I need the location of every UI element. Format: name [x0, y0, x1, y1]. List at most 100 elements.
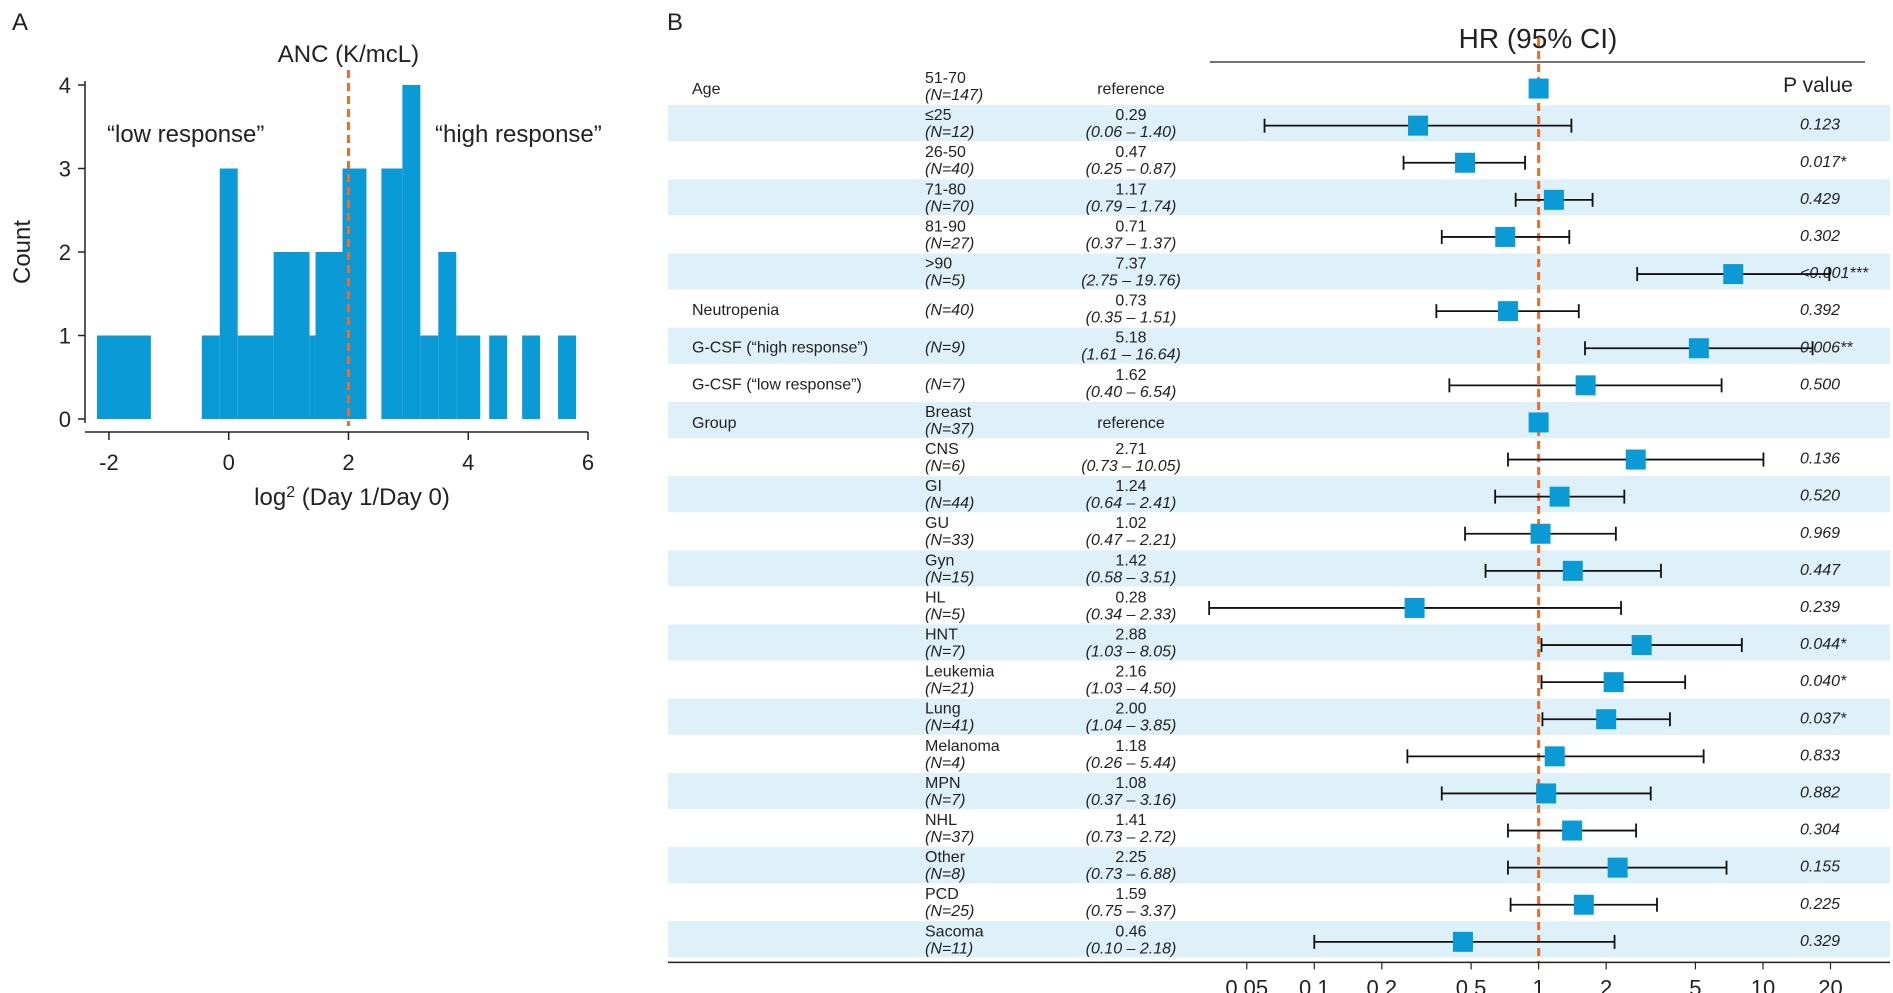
row-ci-text: (0.73 – 10.05)	[1081, 458, 1181, 475]
chart-title: ANC (K/mcL)	[278, 41, 419, 68]
row-hr-text: 1.17	[1115, 181, 1146, 198]
row-ci-text: (0.64 – 2.41)	[1086, 495, 1177, 512]
row-n: (N=27)	[925, 235, 974, 252]
y-tick-label: 1	[59, 324, 71, 349]
row-band	[668, 921, 1890, 958]
hr-point	[1528, 78, 1549, 99]
hr-point	[1596, 709, 1617, 730]
row-hr-text: 0.71	[1115, 218, 1146, 235]
row-n: (N=147)	[925, 87, 983, 104]
hr-point	[1543, 189, 1564, 210]
row-n: (N=7)	[925, 376, 965, 393]
row-p-value: 0.017*	[1800, 154, 1847, 171]
row-n: (N=9)	[925, 339, 965, 356]
row-band	[668, 476, 1890, 513]
row-n: (N=5)	[925, 273, 965, 290]
row-ci-text: (0.26 – 5.44)	[1086, 755, 1177, 772]
row-p-value: 0.882	[1800, 784, 1840, 801]
histogram-bar	[402, 85, 421, 419]
row-variable: G-CSF (“low response”)	[692, 376, 862, 393]
hr-point	[1452, 931, 1473, 952]
row-group: MPN	[925, 775, 961, 792]
row-variable: Age	[692, 81, 721, 98]
pvalue-header: P value	[1783, 74, 1853, 97]
row-ci-text: (0.40 – 6.54)	[1086, 384, 1177, 401]
row-group: Breast	[925, 404, 972, 421]
row-hr-text: 0.47	[1115, 144, 1146, 161]
hr-point	[1562, 560, 1583, 581]
x-tick-label: 0.1	[1299, 975, 1330, 993]
histogram-bar	[420, 335, 439, 419]
row-n: (N=12)	[925, 124, 974, 141]
row-band	[668, 179, 1890, 216]
x-tick-label: 10	[1751, 975, 1775, 993]
histogram-bar	[438, 252, 457, 419]
row-hr-text: 1.41	[1115, 812, 1146, 829]
annotation-high-response: “high response”	[435, 121, 602, 148]
row-p-value: 0.155	[1800, 859, 1840, 876]
row-group: ≤25	[925, 107, 952, 124]
row-group: 71-80	[925, 181, 966, 198]
row-band	[668, 550, 1890, 587]
row-group: GU	[925, 515, 949, 532]
row-ci-text: (2.75 – 19.76)	[1081, 273, 1181, 290]
row-group: PCD	[925, 886, 959, 903]
row-hr-text: 0.28	[1115, 589, 1146, 606]
hr-point	[1562, 820, 1583, 841]
x-tick-label: 0.2	[1367, 975, 1398, 993]
row-group: HNT	[925, 627, 958, 644]
row-n: (N=70)	[925, 198, 974, 215]
row-group: 51-70	[925, 70, 966, 87]
row-group: Leukemia	[925, 664, 994, 681]
row-n: (N=25)	[925, 903, 974, 920]
hr-point	[1549, 486, 1570, 507]
row-group: CNS	[925, 441, 959, 458]
row-p-value: 0.969	[1800, 525, 1840, 542]
row-band	[668, 624, 1890, 661]
row-ci-text: (0.37 – 1.37)	[1086, 235, 1177, 252]
x-axis-label-rest: (Day 1/Day 0)	[295, 484, 450, 511]
row-n: (N=7)	[925, 644, 965, 661]
row-n: (N=37)	[925, 829, 974, 846]
x-tick-label: 6	[582, 450, 594, 475]
row-n: (N=33)	[925, 532, 974, 549]
x-tick-label: 2	[1600, 975, 1612, 993]
row-hr-text: 2.16	[1115, 664, 1146, 681]
row-variable: G-CSF (“high response”)	[692, 339, 868, 356]
row-ci-text: (0.10 – 2.18)	[1086, 940, 1177, 957]
row-hr-text: 0.46	[1115, 923, 1146, 940]
row-ci-text: (0.79 – 1.74)	[1086, 198, 1177, 215]
row-group: >90	[925, 256, 952, 273]
hr-point	[1528, 412, 1549, 433]
hr-point	[1530, 523, 1551, 544]
x-axis-label-base: log	[254, 484, 286, 511]
hr-point	[1495, 226, 1516, 247]
row-p-value: 0.302	[1800, 228, 1840, 245]
row-group: Other	[925, 849, 966, 866]
row-n: (N=21)	[925, 681, 974, 698]
hr-point	[1575, 375, 1596, 396]
x-tick-label: 0	[223, 450, 235, 475]
row-p-value: 0.123	[1800, 117, 1840, 134]
histogram-bar	[522, 335, 541, 419]
histogram-bar	[273, 252, 310, 419]
row-p-value: 0.520	[1800, 488, 1840, 505]
hr-point	[1497, 301, 1518, 322]
row-n: (N=44)	[925, 495, 974, 512]
row-p-value: 0.329	[1800, 933, 1840, 950]
row-ci-text: (0.34 – 2.33)	[1086, 606, 1177, 623]
row-n: (N=7)	[925, 792, 965, 809]
x-tick-label: 0.05	[1225, 975, 1268, 993]
row-hr-text: 1.08	[1115, 775, 1146, 792]
row-band	[668, 253, 1890, 290]
row-ci-text: (1.03 – 8.05)	[1086, 644, 1177, 661]
row-n: (N=4)	[925, 755, 965, 772]
row-p-value: 0.040*	[1800, 673, 1847, 690]
row-ci-text: (0.35 – 1.51)	[1086, 310, 1177, 327]
row-p-value: <0.001***	[1800, 265, 1869, 282]
row-hr-text: 1.42	[1115, 552, 1146, 569]
row-ci-text: (1.61 – 16.64)	[1081, 347, 1181, 364]
histogram-bar	[219, 168, 238, 419]
hr-point	[1603, 672, 1624, 693]
row-hr-text: 2.88	[1115, 627, 1146, 644]
